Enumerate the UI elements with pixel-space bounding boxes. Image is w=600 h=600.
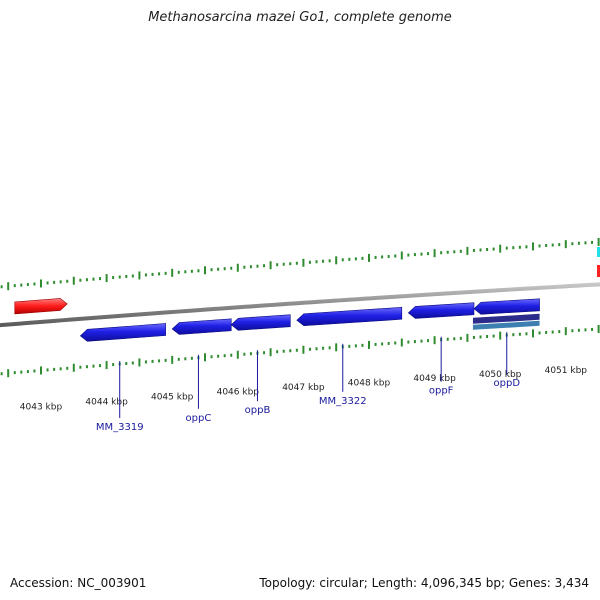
gene-label: oppD bbox=[494, 378, 521, 389]
scale-label: 4045 kbp bbox=[151, 392, 194, 402]
gene-label: MM_3322 bbox=[319, 396, 367, 407]
cds-band bbox=[472, 313, 540, 324]
scale-label: 4046 kbp bbox=[217, 387, 260, 397]
cds-features bbox=[472, 313, 540, 330]
gene-arrow bbox=[407, 302, 475, 319]
gene-label: MM_3319 bbox=[96, 422, 144, 433]
gene-arrow bbox=[79, 323, 166, 342]
gene-arrow bbox=[296, 306, 403, 327]
outer-tick-marks bbox=[0, 237, 600, 291]
gene-arrow bbox=[171, 318, 232, 335]
red-feature-mark bbox=[597, 265, 600, 277]
scale-label: 4048 kbp bbox=[348, 378, 391, 388]
gene-arrow bbox=[230, 314, 291, 331]
genome-title: Methanosarcina mazei Go1, complete genom… bbox=[148, 10, 452, 25]
accession-label: Accession: NC_003901 bbox=[10, 576, 147, 590]
gene-label: oppB bbox=[245, 405, 271, 416]
scale-label: 4044 kbp bbox=[85, 397, 128, 407]
gene-label: oppC bbox=[186, 413, 212, 424]
gene-arrow bbox=[14, 298, 68, 315]
genome-backbone bbox=[0, 282, 600, 328]
edge-marks bbox=[597, 247, 600, 277]
gene-arrow bbox=[473, 298, 540, 315]
scale-labels: 4043 kbp 4044 kbp 4045 kbp 4046 kbp 4047 kbp… bbox=[20, 366, 587, 412]
cyan-feature-mark bbox=[597, 247, 600, 257]
genome-summary: Topology: circular; Length: 4,096,345 bp… bbox=[259, 576, 589, 590]
scale-label: 4051 kbp bbox=[545, 366, 588, 376]
scale-label: 4047 kbp bbox=[282, 383, 325, 393]
gene-label: oppF bbox=[429, 386, 454, 397]
inner-tick-marks bbox=[0, 324, 600, 378]
scale-label: 4049 kbp bbox=[413, 374, 456, 384]
gene-arrows bbox=[14, 298, 540, 342]
scale-label: 4050 kbp bbox=[479, 370, 522, 380]
cds-band-secondary bbox=[472, 320, 540, 330]
scale-label: 4043 kbp bbox=[20, 403, 63, 413]
gene-labels: MM_3319 oppC oppB MM_3322 oppF oppD bbox=[96, 332, 520, 433]
